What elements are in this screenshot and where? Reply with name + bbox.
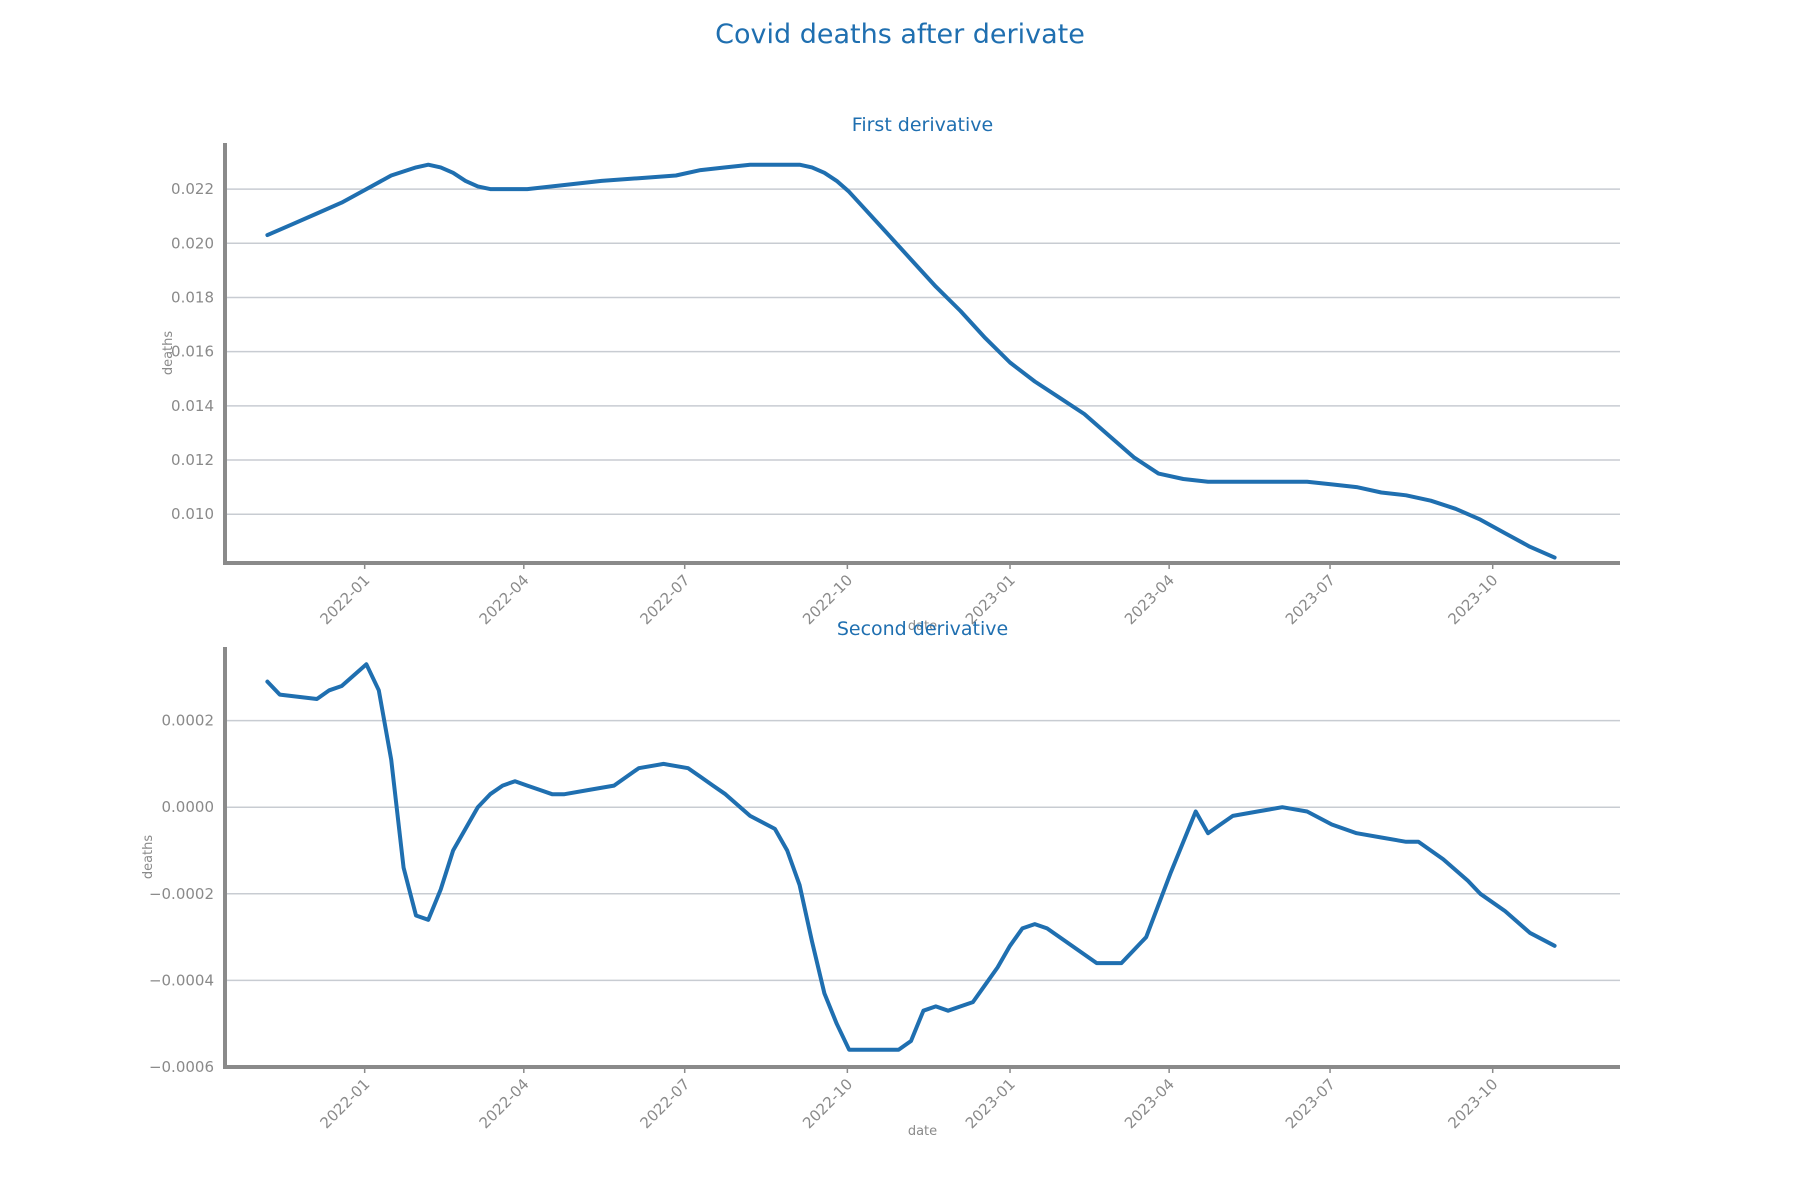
x-tick-label: 2023-04 [1121,571,1178,628]
y-axis-title: deaths [161,331,176,376]
x-tick-label: 2022-04 [476,571,533,628]
x-tick-label: 2022-01 [316,1075,373,1132]
y-tick-label: 0.0000 [162,798,215,816]
y-tick-label: 0.012 [171,451,214,469]
y-tick-label: 0.022 [171,180,214,198]
x-tick-label: 2023-07 [1282,571,1339,628]
x-tick-label: 2023-07 [1282,1075,1339,1132]
series-line-1 [265,162,1557,560]
x-axis-title: date [908,619,937,634]
x-tick-label: 2022-04 [476,1075,533,1132]
y-tick-label: 0.014 [171,397,214,415]
x-tick-label: 2022-01 [316,571,373,628]
y-axis-title: deaths [141,835,156,880]
y-tick-label: −0.0006 [149,1058,214,1076]
y-tick-label: −0.0004 [149,971,214,989]
chart-title: Second derivative [837,618,1008,640]
x-tick-label: 2022-07 [636,571,693,628]
y-tick-label: 0.018 [171,288,214,306]
y-tick-label: 0.020 [171,234,214,252]
chart-panel-1: 0.010 0.012 0.014 0.016 0.018 0.020 0.022 2022-… [161,114,1620,634]
chart-title: First derivative [852,114,993,136]
y-tick-label: 0.0002 [162,712,215,730]
x-axis-title: date [908,1124,937,1139]
x-tick-label: 2023-10 [1444,571,1501,628]
figure-title: Covid deaths after derivate [715,19,1085,50]
y-tick-label: −0.0002 [149,885,214,903]
x-tick-label: 2023-04 [1121,1075,1178,1132]
y-tick-label: 0.016 [171,343,214,361]
x-tick-label: 2022-07 [636,1075,693,1132]
series-line-1 [265,662,1557,1052]
y-tick-label: 0.010 [171,505,214,523]
x-tick-label: 2023-01 [962,1075,1019,1132]
chart-panel-2: −0.0006 −0.0004 −0.0002 0.0000 0.0002 2022-01… [141,618,1620,1139]
x-tick-label: 2022-10 [799,1075,856,1132]
x-tick-label: 2023-10 [1444,1075,1501,1132]
